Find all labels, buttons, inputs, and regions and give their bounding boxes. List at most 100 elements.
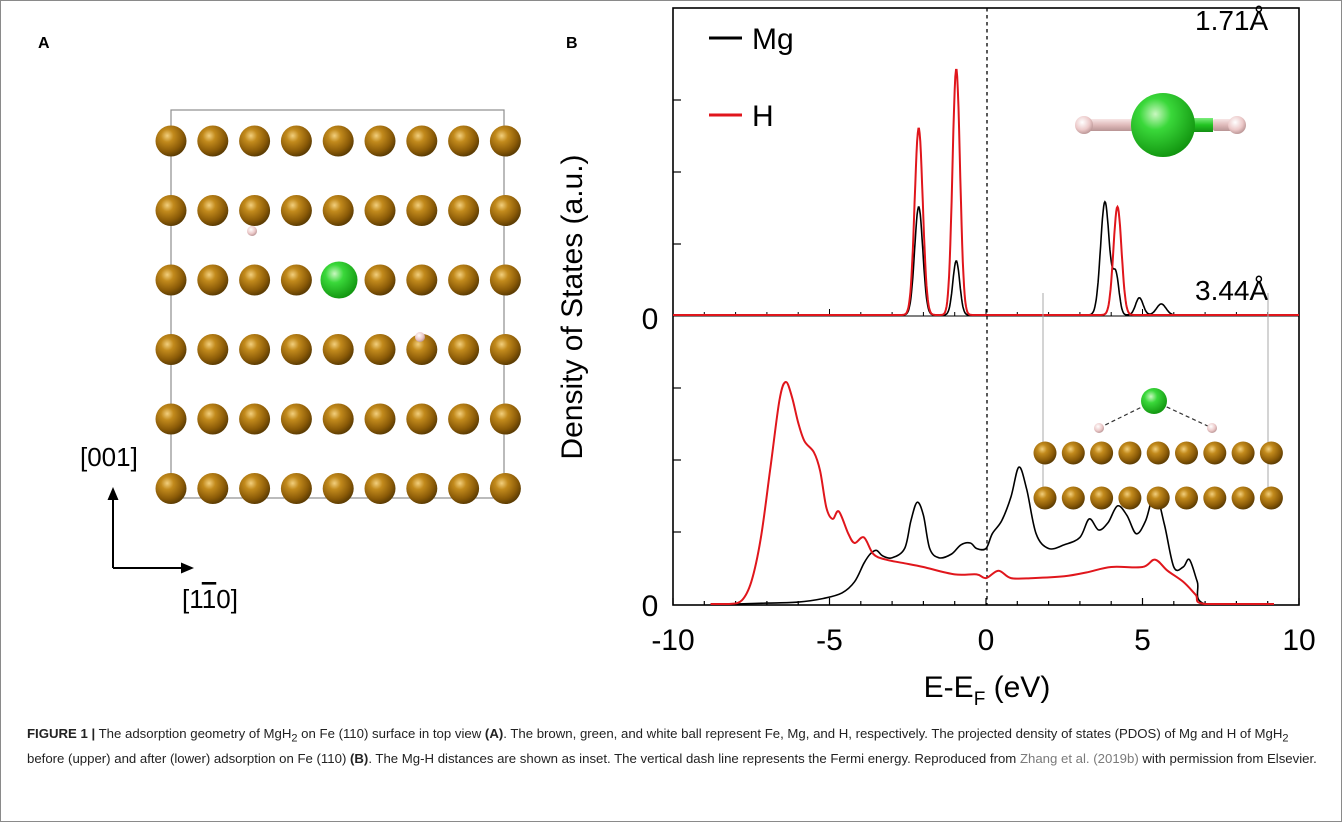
fe-atom <box>197 334 229 365</box>
inset-mg-atom <box>1131 93 1195 157</box>
panel-b-label: B <box>566 35 578 52</box>
h-upper-dos-curve <box>673 68 1299 316</box>
fe-atom <box>364 125 396 157</box>
fe-atom <box>489 334 521 365</box>
inset-fe-atom <box>1175 486 1198 510</box>
caption-ref-a: (A) <box>484 726 504 741</box>
inset-adsorbed-mg-atom <box>1141 388 1167 414</box>
fe-atom <box>322 195 354 226</box>
x-axis-label: E-EF (eV) <box>924 671 1051 710</box>
fe-atom <box>155 264 187 296</box>
inset-fe-atom <box>1231 486 1255 510</box>
fe-atom <box>197 125 229 157</box>
h-atom-2 <box>415 332 425 342</box>
fe-atom <box>406 125 438 157</box>
y-axis-label: Density of States (a.u.) <box>556 154 589 459</box>
y-zero-lower: 0 <box>642 590 659 623</box>
fe-atom <box>489 125 521 157</box>
inset-fe-atom <box>1061 486 1085 510</box>
fe-atom <box>448 473 480 504</box>
fe-atom <box>322 473 354 504</box>
overbar-digit: 1 <box>202 584 216 614</box>
fe-atom <box>364 473 396 504</box>
x-tick-label: 0 <box>978 624 995 657</box>
figure-caption: FIGURE 1 | The adsorption geometry of Mg… <box>27 726 1317 767</box>
fe-atom <box>239 334 271 365</box>
inset-fe-atom <box>1203 486 1227 510</box>
y-minor-ticks <box>673 99 681 533</box>
h-atom-1 <box>247 226 257 236</box>
fe-atom <box>448 125 480 157</box>
fe-atom <box>155 473 187 504</box>
fe-atom <box>239 473 271 504</box>
inset-fe-slab <box>1033 441 1283 510</box>
fe-atom <box>197 195 229 226</box>
fe-atom <box>448 195 480 226</box>
fe-atom <box>239 125 271 157</box>
fe-atom <box>197 473 229 504</box>
axis-001-label: [001] <box>80 442 138 472</box>
inset-fe-atom <box>1146 441 1170 465</box>
figure-canvas: A [001] [110] B -10 -5 0 5 10 0 0 Density of… <box>38 5 1316 710</box>
fe-atom <box>155 125 187 157</box>
legend-mg-label: Mg <box>752 23 794 56</box>
inset-fe-atom <box>1231 441 1255 465</box>
inset-fe-atom <box>1175 441 1198 465</box>
x-tick-label: 10 <box>1282 624 1315 657</box>
y-zero-upper: 0 <box>642 303 659 336</box>
inset-fe-atom <box>1090 441 1114 465</box>
inset-fe-atom <box>1090 486 1114 510</box>
fe-surface-lattice <box>155 125 521 504</box>
fe-atom <box>155 334 187 365</box>
x-axis-ticks: -10 -5 0 5 10 <box>651 309 1316 657</box>
fe-atom <box>406 195 438 226</box>
x-tick-label: 5 <box>1134 624 1151 657</box>
fe-atom <box>489 473 521 504</box>
fe-atom <box>448 403 480 435</box>
fe-atom <box>364 334 396 365</box>
inset-fe-atom <box>1033 486 1057 510</box>
fe-atom <box>155 403 187 435</box>
caption-figure-label: FIGURE 1 | <box>27 726 96 741</box>
fe-atom <box>280 473 312 504</box>
supercell-box <box>170 109 505 499</box>
inset-fe-atom <box>1118 486 1142 510</box>
x-tick-label: -5 <box>816 624 843 657</box>
plot-frame <box>672 7 1300 606</box>
mg-atom <box>320 261 358 299</box>
fe-atom <box>280 195 312 226</box>
fe-atom <box>406 264 438 296</box>
citation-link[interactable]: Zhang et al. (2019b) <box>1019 751 1139 767</box>
fe-atom <box>489 264 521 296</box>
x-tick-label: -10 <box>651 624 694 657</box>
panel-a-label: A <box>38 35 50 52</box>
fe-atom <box>448 264 480 296</box>
fe-atom <box>322 334 354 365</box>
fe-atom <box>489 195 521 226</box>
inset-fe-atom <box>1203 441 1227 465</box>
fe-atom <box>280 264 312 296</box>
mg-lower-dos-curve <box>710 466 1274 605</box>
axis-1-10-label: [110] <box>182 584 238 614</box>
inset-fe-atom <box>1033 441 1057 465</box>
distance-upper-label: 1.71Å <box>1195 5 1268 36</box>
fe-atom <box>280 334 312 365</box>
fe-atom <box>239 403 271 435</box>
legend-h-label: H <box>752 100 774 133</box>
fe-atom <box>239 264 271 296</box>
fe-atom <box>489 403 521 435</box>
fe-atom <box>364 403 396 435</box>
h-lower-dos-curve <box>710 381 1274 606</box>
fe-atom <box>155 195 187 226</box>
fe-atom <box>448 334 480 365</box>
distance-lower-label: 3.44Å <box>1195 275 1268 306</box>
inset-fe-atom <box>1259 486 1283 510</box>
fe-atom <box>280 125 312 157</box>
fe-atom <box>197 403 229 435</box>
fe-atom <box>406 334 438 365</box>
legend: Mg H <box>709 23 794 133</box>
inset-fe-atom <box>1061 441 1085 465</box>
inset-fe-atom <box>1259 441 1283 465</box>
fe-atom <box>322 403 354 435</box>
